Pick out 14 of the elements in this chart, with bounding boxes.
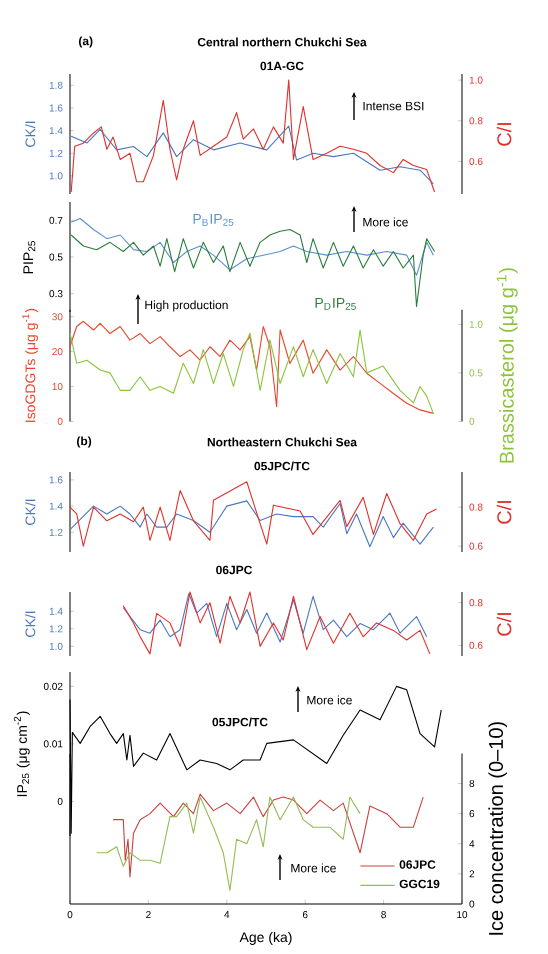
line-series [70, 125, 434, 185]
y2-axis-title: C/I [496, 613, 512, 636]
line-series [69, 481, 438, 547]
y2-axis-title: C/I [496, 123, 512, 146]
line-series [122, 593, 428, 643]
y2-axis-title: C/I [496, 501, 512, 524]
line-series [70, 228, 436, 308]
line-series [70, 79, 436, 193]
line-series [69, 500, 434, 548]
y2-axis-title: Brassicasterol (μg g$^{-1}$) [496, 268, 518, 463]
y2-axis-title: Ice concentration (0–10) [488, 722, 507, 935]
line-series [70, 217, 434, 276]
line-series [122, 591, 431, 655]
line-series [96, 796, 361, 891]
